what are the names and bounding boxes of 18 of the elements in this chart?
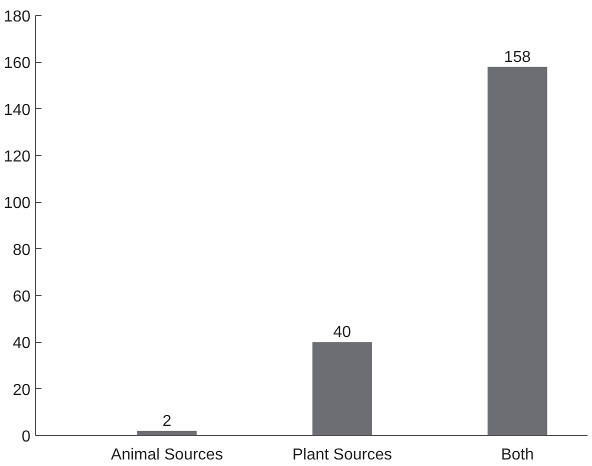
y-tick-label: 120 [4, 148, 31, 166]
y-tick-label: 80 [12, 242, 31, 259]
x-tick-label: Animal Sources [110, 446, 223, 464]
bar [312, 342, 372, 436]
y-tick-label: 0 [22, 428, 31, 446]
y-tick-label: 20 [12, 382, 31, 399]
x-tick-label: Both [500, 446, 534, 464]
y-tick-label: 40 [12, 335, 31, 352]
x-tick-label: Plant Sources [292, 446, 392, 464]
data-label: 40 [333, 324, 352, 342]
y-tick-label: 180 [4, 8, 31, 26]
y-tick-label: 100 [4, 195, 31, 212]
y-tick-label: 160 [4, 55, 31, 72]
bar [488, 66, 548, 436]
data-label: 158 [504, 48, 531, 66]
y-tick-label: 60 [12, 288, 31, 306]
y-tick-label: 140 [4, 102, 31, 119]
data-label: 2 [162, 412, 172, 430]
